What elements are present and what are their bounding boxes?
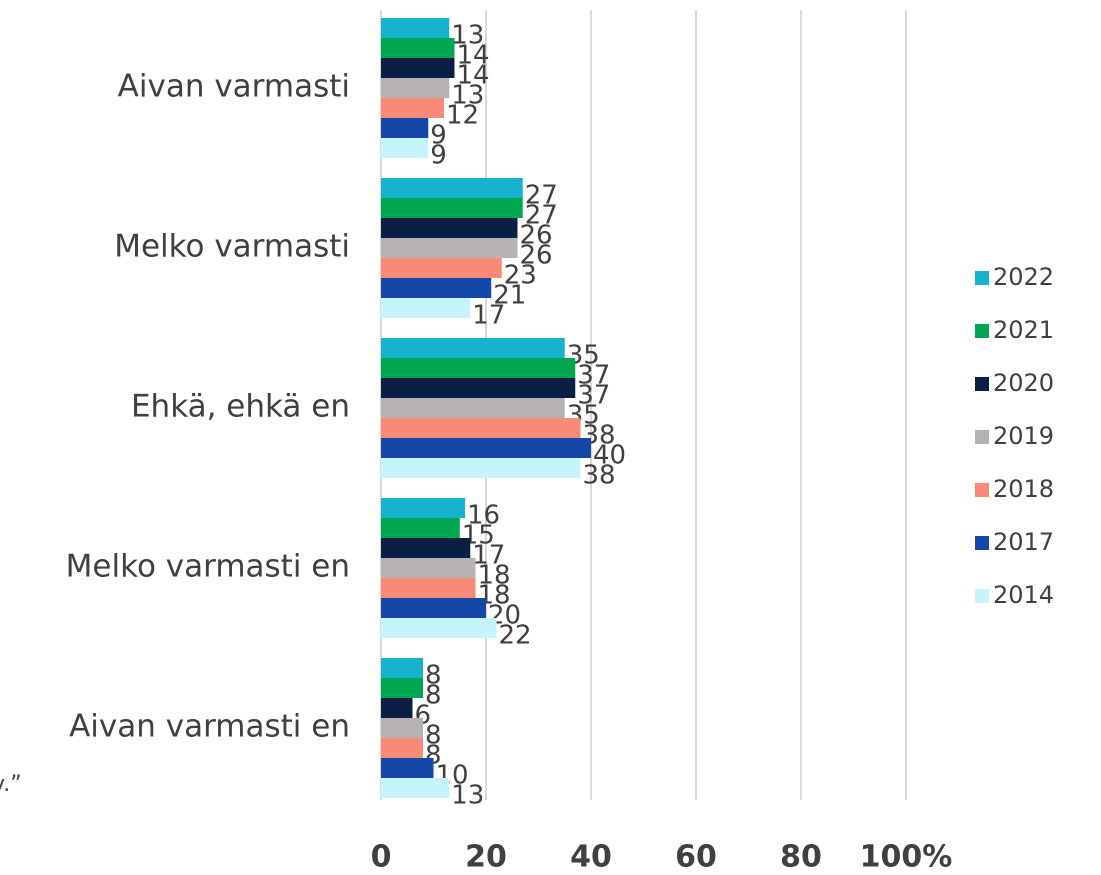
x-tick-label: 40: [570, 840, 612, 875]
legend-label: 2020: [993, 369, 1054, 397]
legend-label: 2022: [993, 263, 1054, 291]
x-tick-label: 60: [675, 840, 717, 875]
bar: [381, 778, 450, 798]
bar: [381, 118, 429, 138]
bar: [381, 178, 523, 198]
bar: [381, 498, 465, 518]
bar: [381, 758, 434, 778]
bar: [381, 418, 581, 438]
legend-label: 2021: [993, 316, 1054, 344]
bar: [381, 138, 429, 158]
bar: [381, 38, 455, 58]
data-label: 40: [593, 441, 626, 471]
category-label: Aivan varmasti en: [69, 709, 350, 745]
data-label: 14: [457, 41, 490, 71]
bar: [381, 338, 565, 358]
bar: [381, 98, 444, 118]
data-label: 26: [520, 221, 553, 251]
category-label: Aivan varmasti: [118, 69, 350, 105]
category-label: Melko varmasti en: [66, 549, 350, 585]
x-tick-label: 20: [465, 840, 507, 875]
legend-label: 2019: [993, 422, 1054, 450]
bar: [381, 618, 497, 638]
bar: [381, 378, 576, 398]
data-label: 38: [583, 461, 616, 491]
bar: [381, 558, 476, 578]
bar: [381, 298, 471, 318]
legend-swatch: [975, 483, 989, 497]
x-tick-label: 100%: [860, 840, 953, 875]
legend-label: 2017: [993, 528, 1054, 556]
data-label: 22: [499, 621, 532, 651]
bar: [381, 598, 486, 618]
legend-label: 2018: [993, 475, 1054, 503]
x-tick-label: 80: [780, 840, 822, 875]
data-label: 27: [525, 181, 558, 211]
bar: [381, 698, 413, 718]
bar: [381, 518, 460, 538]
data-label: 37: [577, 381, 610, 411]
bar: [381, 18, 450, 38]
bar: [381, 258, 502, 278]
legend-swatch: [975, 271, 989, 285]
bar: [381, 738, 423, 758]
bar: [381, 398, 565, 418]
data-label: 14: [457, 61, 490, 91]
category-label: Ehkä, ehkä en: [131, 389, 350, 425]
bar: [381, 278, 492, 298]
data-label: 13: [451, 781, 484, 811]
data-label: 37: [577, 361, 610, 391]
bar: [381, 238, 518, 258]
bar: [381, 218, 518, 238]
legend-swatch: [975, 536, 989, 550]
data-label: 21: [493, 281, 526, 311]
data-label: 17: [472, 541, 505, 571]
legend-swatch: [975, 324, 989, 338]
data-label: 9: [430, 121, 447, 151]
data-label: 18: [478, 561, 511, 591]
bar: [381, 438, 591, 458]
bar: [381, 578, 476, 598]
bar: [381, 458, 581, 478]
data-label: 9: [430, 141, 447, 171]
annotation: v.”: [0, 772, 22, 797]
legend-swatch: [975, 377, 989, 391]
data-label: 8: [425, 681, 442, 711]
data-label: 12: [446, 101, 479, 131]
bar: [381, 658, 423, 678]
data-label: 8: [425, 661, 442, 691]
data-label: 26: [520, 241, 553, 271]
bar: [381, 358, 576, 378]
x-tick-label: 0: [371, 840, 392, 875]
data-label: 27: [525, 201, 558, 231]
bar: [381, 678, 423, 698]
data-label: 8: [425, 721, 442, 751]
legend-swatch: [975, 430, 989, 444]
bar: [381, 78, 450, 98]
bar: [381, 58, 455, 78]
legend-swatch: [975, 589, 989, 603]
data-label: 16: [467, 501, 500, 531]
bar: [381, 198, 523, 218]
legend-label: 2014: [993, 581, 1054, 609]
data-label: 23: [504, 261, 537, 291]
bar: [381, 538, 471, 558]
bar: [381, 718, 423, 738]
data-label: 13: [451, 81, 484, 111]
category-label: Melko varmasti: [114, 229, 350, 265]
data-label: 17: [472, 301, 505, 331]
data-label: 13: [451, 21, 484, 51]
